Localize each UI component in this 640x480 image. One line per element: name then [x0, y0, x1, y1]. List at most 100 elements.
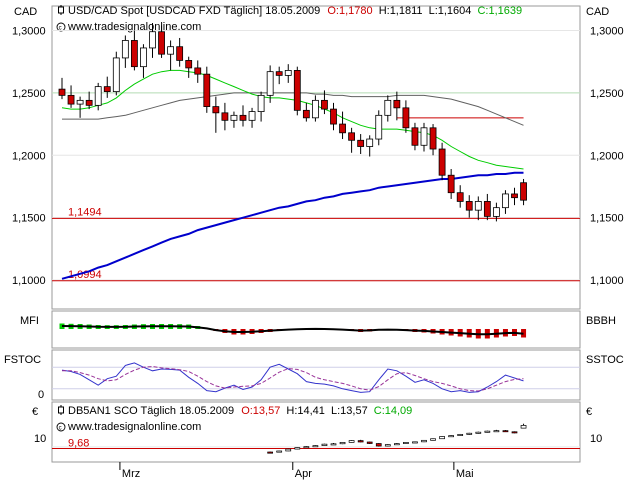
lower-candle-body	[502, 430, 509, 433]
candle-body	[339, 123, 346, 134]
ma-short-line	[61, 69, 524, 170]
lower-candle-body	[285, 448, 292, 452]
candle	[85, 91, 93, 110]
y-tick-label-right: 1,3000	[590, 25, 624, 37]
svg-text:c: c	[59, 26, 62, 32]
lower-candle-body	[520, 425, 527, 429]
candle	[393, 91, 401, 121]
candle	[429, 124, 437, 156]
candle-body	[520, 182, 527, 201]
x-tick-label: Mrz	[122, 468, 140, 480]
candle-body	[239, 114, 247, 121]
candle-body	[474, 201, 482, 211]
candle-body	[284, 70, 292, 76]
candle	[94, 82, 102, 111]
candle-body	[94, 86, 102, 106]
lower-candle	[493, 429, 500, 433]
candle-body	[103, 86, 111, 93]
lower-candle-body	[267, 451, 273, 454]
svg-text:c: c	[59, 426, 62, 432]
candle	[230, 111, 238, 128]
candle-body	[366, 138, 374, 147]
candle	[266, 65, 274, 103]
candle	[511, 187, 518, 206]
chart-title: USD/CAD Spot [USDCAD FXD Täglich] 18.05.…	[68, 5, 320, 17]
support-line-label: 1,1494	[68, 206, 102, 218]
candle-body	[185, 60, 193, 69]
ohlc-high: H:1,1811	[379, 5, 423, 17]
lower-candle-body	[484, 430, 491, 433]
candle	[474, 196, 482, 221]
lower-ohlc-high: H:14,41	[286, 405, 325, 417]
candle-body	[483, 201, 491, 217]
candle-body	[420, 127, 428, 146]
candle-body	[230, 114, 238, 121]
candle-body	[502, 193, 509, 209]
y-tick-label-left: 1,3000	[12, 25, 46, 37]
candle	[411, 122, 419, 151]
lower-title: DB5AN1 SCO Täglich 18.05.2009	[68, 405, 234, 417]
candle	[140, 44, 147, 78]
lower-candle-body	[312, 445, 319, 448]
candle-body	[302, 109, 310, 119]
candle	[221, 102, 229, 131]
y-tick-label-right: 1,1000	[590, 275, 624, 287]
candle	[311, 95, 319, 122]
lower-candle	[348, 440, 355, 443]
lower-candle	[484, 430, 491, 433]
fstoc-line	[61, 362, 524, 393]
candle-body	[212, 106, 220, 114]
ma-long-line	[62, 92, 524, 126]
lower-candle	[439, 436, 445, 440]
lower-candle	[475, 431, 482, 434]
euro-label-right: €	[586, 406, 592, 418]
candle	[67, 85, 75, 108]
lower-candle-body	[439, 436, 445, 440]
candle	[384, 95, 392, 122]
ohlc-close: C:1,1639	[477, 5, 522, 17]
stoc-layer	[52, 362, 580, 393]
lower-candle	[394, 443, 400, 446]
candle-body	[257, 94, 265, 112]
candle	[212, 96, 220, 133]
candle-body	[429, 127, 437, 150]
candle-body	[348, 132, 356, 141]
lower-candle	[466, 432, 473, 435]
lower-candle-body	[366, 441, 373, 444]
candle-body	[492, 207, 500, 217]
price-layer: 1,1494 1,0994	[52, 22, 580, 282]
candle	[366, 135, 374, 157]
euro-label-left: €	[32, 406, 38, 418]
candle	[194, 60, 202, 83]
fstoc-label: FSTOC	[4, 354, 41, 366]
candle-legend-icon	[58, 5, 64, 15]
lower-candle-body	[511, 431, 518, 434]
lower-tick-right: 10	[590, 433, 602, 445]
candle-body	[321, 99, 328, 110]
candle	[248, 107, 256, 128]
candle	[112, 51, 120, 96]
candle	[456, 185, 464, 208]
candle-body	[293, 70, 301, 111]
candle	[158, 25, 165, 58]
candle	[257, 91, 265, 122]
lower-candle	[511, 431, 518, 434]
candle-body	[112, 57, 120, 93]
lower-candle	[330, 442, 337, 446]
candle-body	[158, 31, 165, 55]
lower-candle	[421, 439, 427, 443]
lower-candle-body	[448, 435, 454, 438]
candle	[176, 37, 184, 67]
y-tick-label-left: 1,2500	[12, 88, 46, 100]
candle-body	[194, 67, 202, 75]
lower-candle-body	[475, 431, 482, 434]
y-tick-label-left: 1,2000	[12, 150, 46, 162]
lower-candle-body	[294, 447, 301, 450]
copyright-icon: c	[56, 22, 66, 32]
lower-candle-body	[321, 443, 328, 446]
candle-body	[330, 108, 337, 125]
ohlc-low: L:1,1604	[429, 5, 472, 17]
candle-body	[456, 192, 464, 202]
candle	[330, 102, 337, 131]
